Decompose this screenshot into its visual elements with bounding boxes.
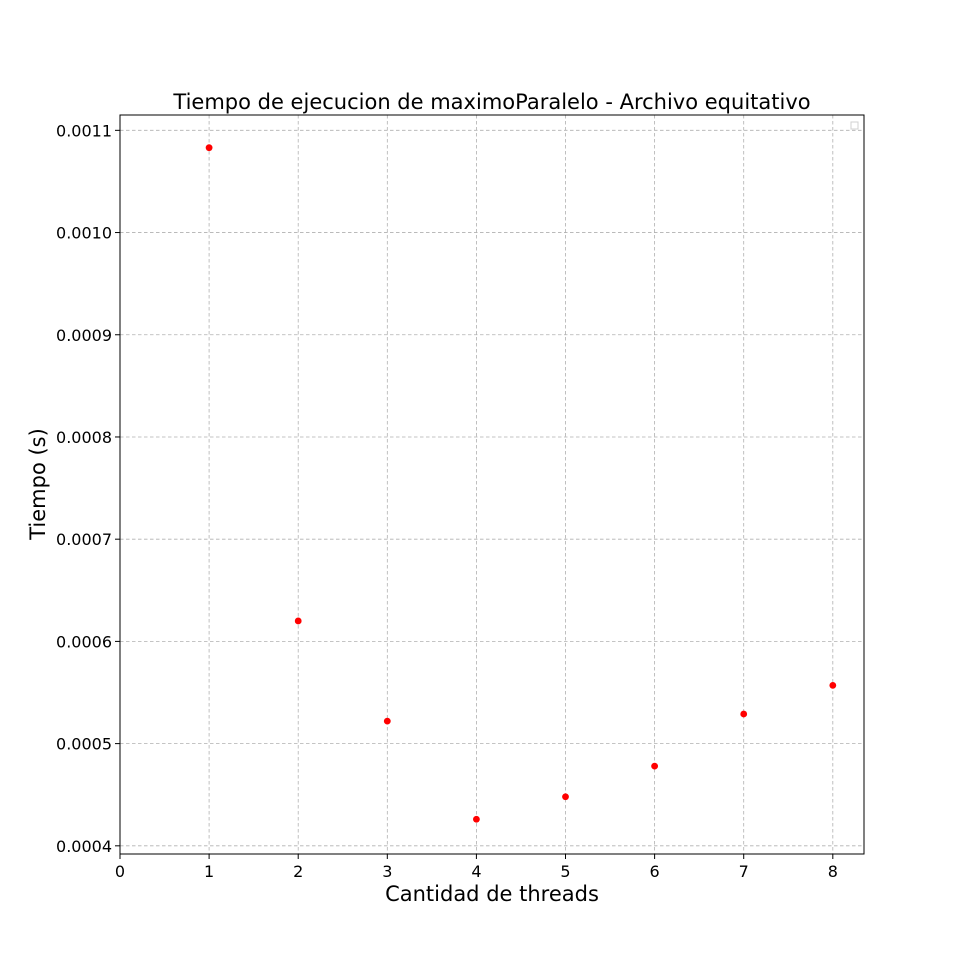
y-tick-label: 0.0005 — [56, 735, 112, 754]
y-tick-label: 0.0008 — [56, 428, 112, 447]
y-tick-label: 0.0009 — [56, 326, 112, 345]
y-axis-label: Tiempo (s) — [26, 428, 50, 541]
data-point — [294, 617, 302, 625]
x-tick-label: 1 — [204, 862, 214, 881]
data-point — [651, 762, 659, 770]
data-point — [829, 681, 837, 689]
data-point — [740, 710, 748, 718]
y-tick-label: 0.0006 — [56, 632, 112, 651]
legend-box — [850, 121, 859, 130]
data-point — [473, 815, 480, 823]
data-point — [562, 793, 569, 801]
x-axis-ticks: 0 1 2 3 4 5 6 7 8 — [115, 854, 838, 881]
y-tick-label: 0.0011 — [56, 121, 112, 140]
x-tick-label: 0 — [115, 862, 125, 881]
grid — [119, 115, 864, 854]
data-points — [205, 144, 837, 823]
x-tick-label: 5 — [560, 862, 570, 881]
x-tick-label: 8 — [828, 862, 838, 881]
plot-frame — [119, 114, 865, 855]
y-axis-ticks: 0.0004 0.0005 0.0006 0.0007 0.0008 0.0009 0.00… — [56, 121, 120, 856]
x-tick-label: 4 — [471, 862, 481, 881]
y-tick-label: 0.0004 — [56, 837, 112, 856]
y-tick-label: 0.0010 — [56, 224, 112, 243]
x-axis-label: Cantidad de threads — [385, 882, 599, 906]
x-tick-label: 3 — [382, 862, 392, 881]
data-point — [383, 717, 391, 725]
x-tick-label: 2 — [293, 862, 303, 881]
x-tick-label: 6 — [650, 862, 660, 881]
chart-title: Tiempo de ejecucion de maximoParalelo - … — [172, 90, 810, 114]
data-point — [205, 144, 213, 152]
x-tick-label: 7 — [739, 862, 749, 881]
y-tick-label: 0.0007 — [56, 530, 112, 549]
